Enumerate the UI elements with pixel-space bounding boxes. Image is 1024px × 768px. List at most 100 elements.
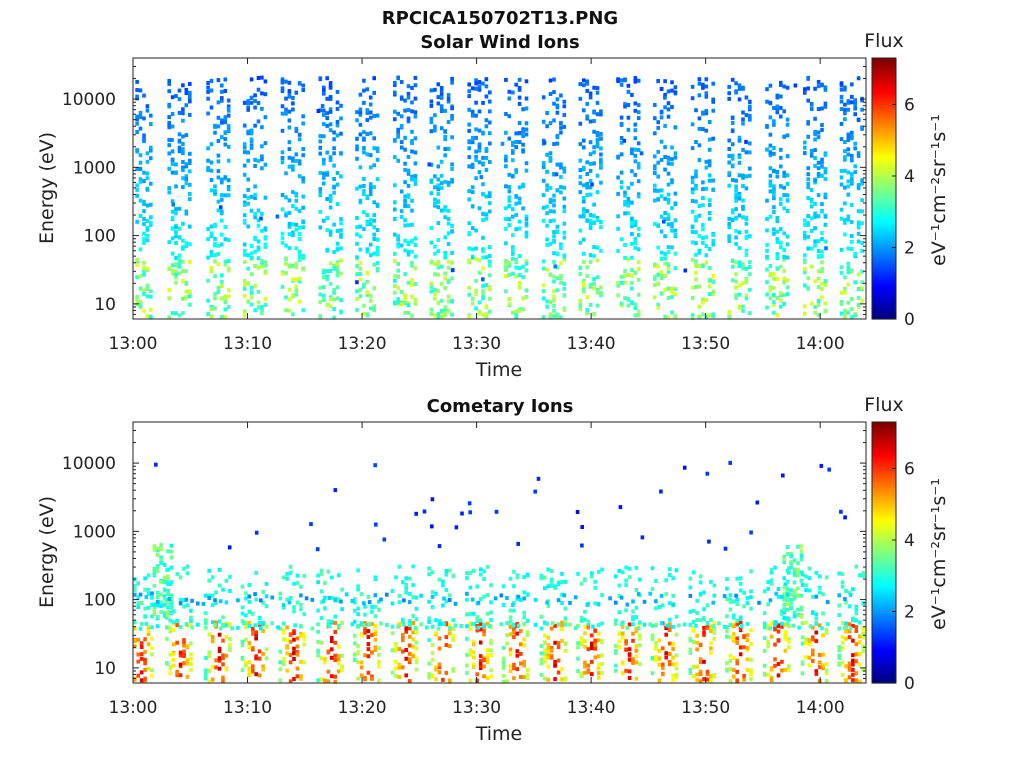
heatmap-cell <box>336 669 341 674</box>
heatmap-cell <box>588 152 593 157</box>
heatmap-cell <box>482 674 486 679</box>
heatmap-cell <box>813 211 817 216</box>
heatmap-cell <box>614 668 618 673</box>
heatmap-cell <box>260 75 264 80</box>
heatmap-cell <box>546 646 551 651</box>
heatmap-cell <box>399 214 404 219</box>
heatmap-cell <box>856 231 861 236</box>
colorbar-swatch <box>872 284 896 287</box>
colorbar-swatch <box>872 201 896 205</box>
heatmap-cell <box>481 312 485 317</box>
heatmap-cell <box>159 610 163 614</box>
colorbar-swatch <box>872 266 896 270</box>
heatmap-cell <box>846 152 851 157</box>
heatmap-cell <box>585 172 589 176</box>
heatmap-cell <box>263 302 268 307</box>
heatmap-cell <box>748 311 752 316</box>
heatmap-cell <box>596 623 601 628</box>
heatmap-cell <box>803 234 807 239</box>
heatmap-cell <box>433 201 437 206</box>
heatmap-cell <box>366 594 371 599</box>
heatmap-cell <box>741 117 745 122</box>
heatmap-cell <box>768 132 773 137</box>
heatmap-cell <box>439 281 444 286</box>
colorbar-swatch <box>872 232 896 235</box>
heatmap-cell <box>820 260 824 265</box>
heatmap-cell <box>216 285 221 290</box>
heatmap-cell <box>585 274 589 278</box>
heatmap-cell <box>737 160 742 165</box>
heatmap-cell <box>474 155 478 159</box>
heatmap-cell <box>332 222 336 227</box>
heatmap-cell <box>256 101 261 105</box>
heatmap-cell <box>541 161 546 165</box>
heatmap-cell <box>246 224 250 229</box>
heatmap-cell <box>439 314 444 319</box>
heatmap-cell <box>813 178 817 183</box>
heatmap-cell <box>474 257 478 262</box>
heatmap-cell <box>240 643 245 648</box>
heatmap-cell <box>848 593 853 597</box>
heatmap-cell <box>599 112 603 117</box>
heatmap-cell <box>860 125 864 130</box>
heatmap-cell <box>765 254 769 259</box>
heatmap-cell <box>796 544 800 549</box>
heatmap-cell <box>823 152 828 157</box>
heatmap-cell <box>377 664 381 669</box>
heatmap-cell <box>701 240 705 245</box>
heatmap-cell <box>465 652 469 657</box>
heatmap-cell <box>372 90 376 95</box>
heatmap-cell <box>465 571 469 576</box>
heatmap-cell <box>406 116 411 121</box>
heatmap-cell <box>325 172 329 177</box>
heatmap-cell <box>322 112 326 117</box>
heatmap-cell <box>406 252 411 257</box>
heatmap-cell <box>433 197 437 202</box>
heatmap-cell <box>697 81 702 86</box>
heatmap-cell <box>519 629 523 634</box>
heatmap-cell <box>394 648 398 653</box>
heatmap-cell <box>813 148 817 153</box>
heatmap-cell <box>325 196 329 201</box>
heatmap-cell <box>789 597 793 602</box>
heatmap-cell <box>249 128 254 133</box>
colorbar-swatch <box>872 478 896 482</box>
heatmap-cell <box>287 125 292 130</box>
heatmap-cell <box>738 576 743 581</box>
colorbar-swatch <box>872 487 896 491</box>
heatmap-cell <box>521 149 525 154</box>
heatmap-cell <box>856 117 861 122</box>
heatmap-cell <box>806 286 810 291</box>
heatmap-cell <box>820 237 824 241</box>
heatmap-cell <box>745 638 750 643</box>
heatmap-cell <box>287 80 292 85</box>
heatmap-cell <box>301 205 305 210</box>
heatmap-cell <box>548 197 553 202</box>
heatmap-cell <box>166 581 170 586</box>
heatmap-cell <box>335 202 340 207</box>
heatmap-cell <box>704 244 709 249</box>
heatmap-cell <box>779 105 783 110</box>
heatmap-cell <box>614 663 618 668</box>
heatmap-cell <box>404 588 408 593</box>
heatmap-cell <box>181 311 185 316</box>
heatmap-cell <box>636 110 641 115</box>
heatmap-cell <box>413 114 418 119</box>
heatmap-cell <box>319 568 324 573</box>
heatmap-cell <box>368 222 373 227</box>
heatmap-cell <box>177 253 182 258</box>
heatmap-cell <box>138 115 143 120</box>
heatmap-cell <box>362 210 366 215</box>
heatmap-cell <box>504 274 508 279</box>
heatmap-cell <box>301 176 305 181</box>
heatmap-cell <box>207 650 211 655</box>
heatmap-cell <box>358 184 363 189</box>
heatmap-cell <box>843 218 847 223</box>
heatmap-cell <box>525 676 530 681</box>
heatmap-cell <box>517 200 522 205</box>
heatmap-cell <box>485 676 490 681</box>
heatmap-cell <box>734 215 738 220</box>
heatmap-cell <box>204 618 208 623</box>
heatmap-cell <box>356 584 360 589</box>
heatmap-cell <box>414 640 419 645</box>
